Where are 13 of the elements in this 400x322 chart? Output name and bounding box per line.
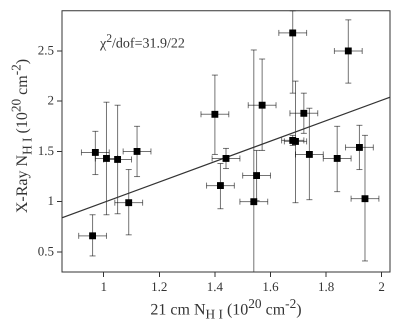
x-tick-label: 1.6 [262, 279, 280, 294]
x-tick-label: 2 [378, 279, 385, 294]
x-tick-label: 1 [100, 279, 107, 294]
x-tick-label: 1.2 [151, 279, 168, 294]
y-tick-label: 2 [48, 92, 54, 108]
annotation: χ$^{2}$/dof=31.9/22 [100, 32, 185, 53]
y-tick-label: 2.5 [38, 42, 54, 58]
x-tick-label: 1.4 [206, 279, 224, 294]
y-tick-label: 1 [48, 193, 54, 208]
y-tick-label: 0.5 [38, 243, 54, 258]
y-tick-label: 1.5 [38, 142, 54, 158]
x-tick-label: 1.8 [318, 279, 334, 294]
x-axis-title: 21 cm N$_{H I}$ (10$^{20}$ cm$^{-2}$) [150, 296, 302, 322]
